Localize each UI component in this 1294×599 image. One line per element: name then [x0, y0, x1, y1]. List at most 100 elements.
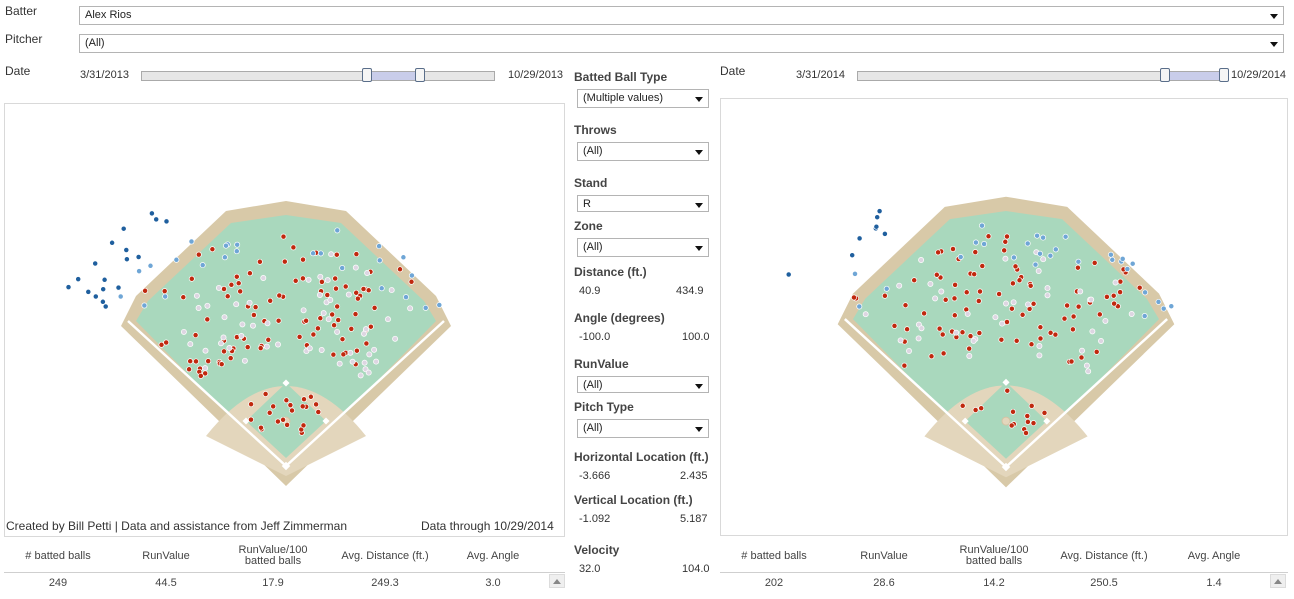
batted-ball-point [117, 293, 124, 300]
batted-ball-point [1030, 300, 1037, 307]
batted-ball-point [280, 233, 287, 240]
batted-ball-point [366, 351, 373, 358]
right-date-end: 10/29/2014 [1231, 69, 1287, 81]
batted-ball-point [1088, 296, 1095, 303]
batted-ball-point [874, 214, 881, 221]
batted-ball-point [918, 257, 925, 263]
batted-ball-point [218, 340, 224, 347]
batted-ball-point [287, 402, 294, 409]
batted-ball-point [939, 331, 946, 338]
batted-ball-point [365, 369, 372, 376]
batted-ball-point [276, 292, 283, 299]
zone-select[interactable]: (All) [577, 238, 709, 257]
batted-ball-point [215, 284, 222, 291]
batter-select[interactable]: Alex Rios [79, 6, 1284, 25]
velocity-max: 104.0 [682, 563, 710, 575]
batted-ball-point [918, 325, 925, 332]
vertical-location-max: 5.187 [680, 513, 708, 525]
batted-ball-point [202, 347, 209, 354]
batted-ball-point [299, 275, 306, 282]
chevron-down-icon [1270, 14, 1278, 19]
batted-ball-point [339, 336, 346, 343]
batted-ball-point [881, 230, 888, 237]
batted-ball-point [400, 254, 407, 261]
velocity-min: 32.0 [579, 563, 601, 575]
batted-ball-point [436, 302, 443, 308]
runvalue-select[interactable]: (All) [577, 376, 709, 393]
right-date-end-handle[interactable] [1219, 68, 1229, 82]
batted-ball-point [334, 227, 341, 234]
left-date-slider[interactable] [141, 68, 495, 82]
batted-ball-point [1062, 233, 1069, 240]
right-stats-header: RunValue [860, 550, 908, 562]
batted-ball-point [148, 210, 155, 217]
batted-ball-point [1085, 368, 1092, 375]
right-stats-scroll-up[interactable] [1270, 574, 1286, 588]
data-through-text: Data through 10/29/2014 [421, 519, 554, 533]
batted-ball-point [228, 281, 235, 288]
batted-ball-point [979, 263, 986, 269]
batted-ball-point [1119, 255, 1126, 262]
batted-ball-point [85, 288, 92, 295]
batted-ball-point [180, 328, 187, 335]
batted-ball-point [1124, 266, 1131, 272]
batted-ball-point [257, 345, 264, 352]
batted-ball-point [896, 282, 903, 289]
batted-ball-point [862, 311, 869, 318]
batted-ball-point [1091, 259, 1098, 266]
zone-label: Zone [574, 219, 603, 233]
runvalue-value: (All) [583, 379, 603, 391]
home-plate [281, 461, 291, 471]
batted-ball-point [224, 293, 231, 300]
batted-ball-point [141, 302, 148, 309]
right-date-start-handle[interactable] [1160, 68, 1170, 82]
batted-ball-point [1098, 338, 1104, 344]
batted-ball-point [1069, 326, 1076, 333]
stand-label: Stand [574, 176, 608, 190]
pitch-type-label: Pitch Type [574, 400, 634, 414]
right-date-slider[interactable] [857, 68, 1229, 82]
batted-ball-point [188, 275, 195, 282]
batted-ball-point [1083, 362, 1090, 369]
batted-ball-point [345, 291, 352, 298]
batted-ball-point [388, 287, 395, 294]
batted-ball-point [938, 288, 945, 295]
batted-ball-point [953, 329, 960, 336]
left-date-end-handle[interactable] [415, 68, 425, 82]
batted-ball-point [970, 337, 977, 344]
batted-ball-point [975, 298, 982, 304]
pitch-type-select[interactable]: (All) [577, 419, 709, 438]
batted-ball-point [250, 312, 257, 318]
batted-ball-point [1068, 358, 1075, 365]
left-stats-scroll-up[interactable] [549, 574, 565, 588]
batted-ball-point [260, 275, 267, 281]
batted-ball-point [195, 305, 202, 311]
batted-ball-point [881, 292, 888, 299]
pitcher-select[interactable]: (All) [79, 34, 1284, 53]
batted-ball-point [928, 353, 935, 360]
throws-select[interactable]: (All) [577, 142, 709, 161]
batted-ball-point [352, 264, 359, 271]
batted-ball-point [1024, 413, 1031, 419]
batted-ball-point [353, 289, 360, 296]
horizontal-location-label: Horizontal Location (ft.) [574, 450, 709, 464]
batted-ball-point [320, 310, 327, 317]
batted-ball-point [193, 292, 200, 299]
angle-label: Angle (degrees) [574, 311, 665, 325]
batted-ball-point [1003, 300, 1009, 307]
batted-ball-point [239, 321, 246, 328]
left-date-start-handle[interactable] [362, 68, 372, 82]
left-stats-divider [4, 572, 565, 573]
batted-ball-point [998, 336, 1005, 343]
stand-select[interactable]: R [577, 195, 709, 212]
batted-ball-point [1107, 251, 1114, 258]
batted-ball-point [403, 294, 409, 301]
batted-ball-point [142, 287, 149, 294]
batted-ball-point [849, 252, 856, 259]
batted-ball-point [342, 283, 349, 290]
batted-ball-point [187, 358, 194, 365]
batted-ball-type-select[interactable]: (Multiple values) [577, 89, 709, 108]
batted-ball-point [1041, 409, 1048, 416]
batted-ball-point [307, 393, 314, 400]
batted-ball-point [187, 341, 194, 348]
